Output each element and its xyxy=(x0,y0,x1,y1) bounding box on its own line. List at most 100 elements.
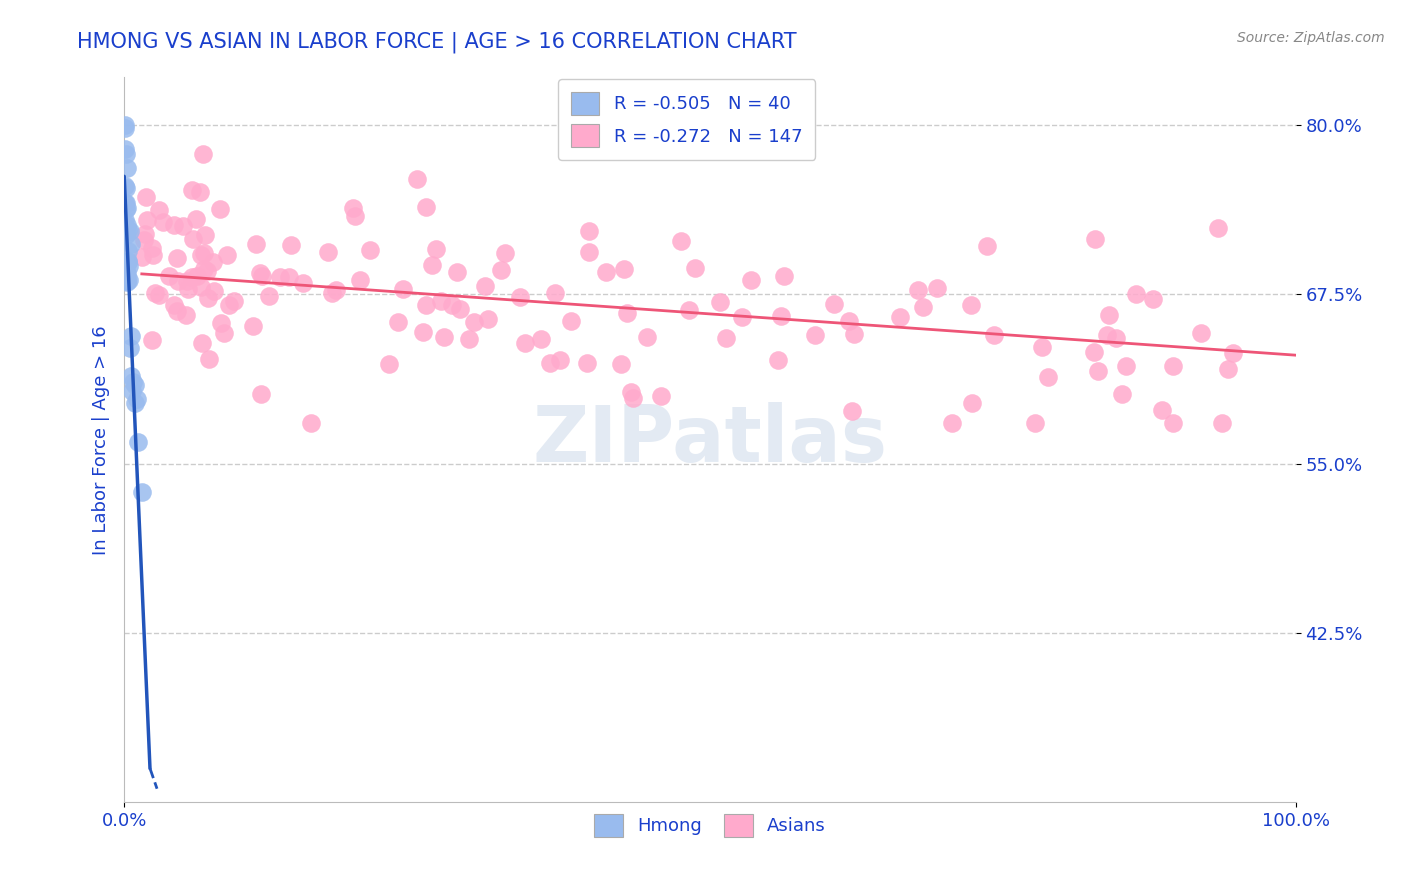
Point xyxy=(124,395,146,409)
Point xyxy=(678,303,700,318)
Point xyxy=(889,310,911,325)
Point xyxy=(195,264,218,278)
Point xyxy=(620,384,643,399)
Point xyxy=(548,353,571,368)
Point xyxy=(650,389,672,403)
Point xyxy=(412,325,434,339)
Point xyxy=(1024,416,1046,430)
Point xyxy=(120,224,142,238)
Point xyxy=(190,280,212,294)
Point xyxy=(249,266,271,280)
Point xyxy=(141,333,163,347)
Point xyxy=(163,298,186,312)
Point xyxy=(166,303,188,318)
Point xyxy=(181,182,204,196)
Text: Source: ZipAtlas.com: Source: ZipAtlas.com xyxy=(1237,31,1385,45)
Point xyxy=(250,269,273,284)
Point xyxy=(191,335,214,350)
Point xyxy=(425,242,447,256)
Point xyxy=(671,234,693,248)
Point xyxy=(117,266,139,280)
Point xyxy=(515,335,537,350)
Point xyxy=(193,246,215,260)
Point xyxy=(277,269,299,284)
Point xyxy=(257,289,280,303)
Point xyxy=(983,328,1005,343)
Text: HMONG VS ASIAN IN LABOR FORCE | AGE > 16 CORRELATION CHART: HMONG VS ASIAN IN LABOR FORCE | AGE > 16… xyxy=(77,31,797,53)
Point xyxy=(405,172,427,186)
Point xyxy=(804,327,827,342)
Point xyxy=(1098,308,1121,322)
Point xyxy=(209,202,232,216)
Point xyxy=(731,310,754,324)
Point xyxy=(1161,416,1184,430)
Point xyxy=(489,263,512,277)
Point xyxy=(477,312,499,326)
Point xyxy=(136,212,159,227)
Point xyxy=(474,279,496,293)
Point xyxy=(114,195,136,210)
Point xyxy=(823,297,845,311)
Point xyxy=(610,357,633,371)
Point xyxy=(1216,362,1239,376)
Point xyxy=(148,203,170,218)
Point xyxy=(325,283,347,297)
Point xyxy=(1038,370,1060,384)
Point xyxy=(134,233,156,247)
Point xyxy=(114,178,136,193)
Point xyxy=(121,384,143,399)
Point xyxy=(166,251,188,265)
Point xyxy=(114,213,136,227)
Point xyxy=(709,295,731,310)
Point xyxy=(1031,340,1053,354)
Point xyxy=(621,391,644,405)
Point xyxy=(141,241,163,255)
Point xyxy=(198,352,221,367)
Point xyxy=(415,298,437,312)
Point xyxy=(907,283,929,297)
Point xyxy=(176,274,198,288)
Point xyxy=(114,273,136,287)
Point xyxy=(186,211,208,226)
Point xyxy=(770,309,793,323)
Point xyxy=(209,316,232,330)
Point xyxy=(172,219,194,234)
Point xyxy=(117,244,139,258)
Point xyxy=(181,269,204,284)
Point xyxy=(114,146,136,161)
Point xyxy=(433,330,456,344)
Point xyxy=(269,270,291,285)
Point xyxy=(1125,287,1147,301)
Point xyxy=(115,202,138,217)
Point xyxy=(342,201,364,215)
Point xyxy=(1189,326,1212,340)
Point xyxy=(193,261,215,276)
Point xyxy=(378,357,401,371)
Point xyxy=(115,228,138,243)
Point xyxy=(114,118,136,132)
Point xyxy=(125,392,148,407)
Point xyxy=(117,254,139,268)
Point xyxy=(841,404,863,418)
Point xyxy=(157,268,180,283)
Point xyxy=(1115,359,1137,373)
Point xyxy=(135,190,157,204)
Point xyxy=(773,268,796,283)
Point xyxy=(1105,331,1128,345)
Point xyxy=(191,147,214,161)
Point xyxy=(167,274,190,288)
Point xyxy=(142,248,165,262)
Point xyxy=(683,261,706,276)
Point xyxy=(636,330,658,344)
Point xyxy=(1087,364,1109,378)
Point xyxy=(245,237,267,252)
Point xyxy=(838,314,860,328)
Point xyxy=(446,265,468,279)
Point xyxy=(134,227,156,241)
Y-axis label: In Labor Force | Age > 16: In Labor Force | Age > 16 xyxy=(93,325,110,555)
Point xyxy=(959,298,981,312)
Text: ZIPatlas: ZIPatlas xyxy=(533,402,887,478)
Point xyxy=(392,282,415,296)
Point xyxy=(941,416,963,430)
Point xyxy=(197,291,219,305)
